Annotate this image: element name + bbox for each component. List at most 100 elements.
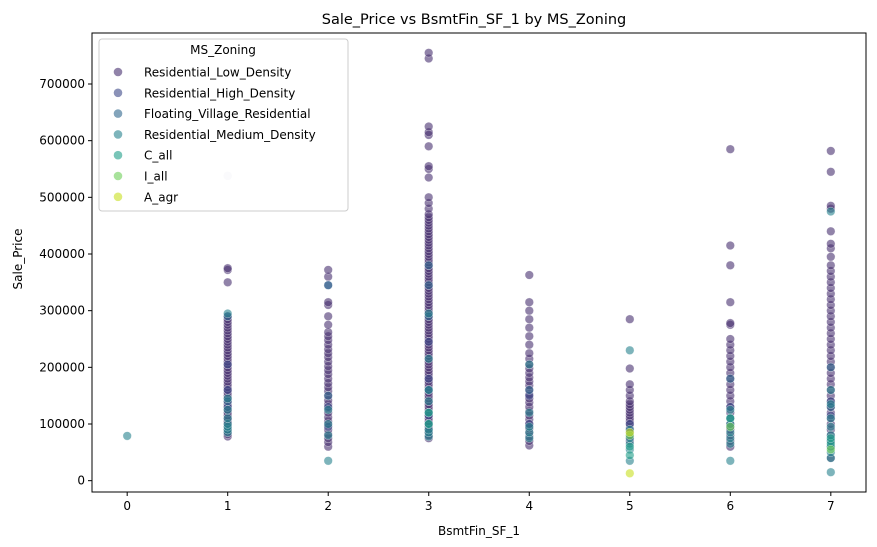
legend-label: A_agr [144,190,178,204]
legend: MS_Zoning Residential_Low_Density Resident… [98,38,349,212]
data-point [524,348,534,358]
x-tick-label: 1 [224,499,232,513]
data-point [826,433,836,443]
data-point [826,260,836,270]
x-tick-label: 3 [425,499,433,513]
data-point [424,260,434,270]
data-point [625,468,635,478]
legend-box [98,38,349,212]
data-point [424,161,434,171]
data-point [323,297,333,307]
data-point [223,277,233,287]
legend-marker [113,109,123,118]
data-point [424,354,434,364]
plot-frame [91,32,867,493]
data-point [625,427,635,438]
plot-area [122,48,836,478]
y-tick-label: 200000 [39,360,85,374]
data-point [725,144,735,154]
data-point [826,252,836,262]
data-point [524,323,534,333]
data-point [323,320,333,330]
data-point [323,456,333,466]
x-tick-label: 6 [726,499,734,513]
data-point [826,422,836,432]
y-tick-label: 700000 [39,77,85,91]
data-point [524,306,534,316]
legend-title: MS_Zoning [190,43,256,57]
data-point [826,413,836,423]
data-point [625,379,635,389]
legend-marker [113,171,123,181]
data-point [826,385,836,395]
data-point [323,280,333,290]
data-point [826,362,836,372]
data-point [725,405,735,415]
data-point [725,240,735,251]
data-point [223,263,233,273]
data-point [826,239,836,249]
data-point [625,314,635,324]
axes: 0 1 2 3 4 5 6 7 0 100000 200000 300000 400000 500000 6… [39,32,867,513]
data-point [424,172,434,183]
series-c-all [424,408,836,460]
data-point [424,121,434,132]
legend-marker [113,192,123,202]
data-point [424,408,434,418]
data-point [223,405,233,415]
series-a-agr [625,427,635,478]
data-point [524,314,534,324]
data-point [725,318,735,328]
data-point [625,363,635,374]
data-point [424,374,434,384]
y-tick-label: 300000 [39,304,85,318]
data-point [826,399,836,409]
x-tick-label: 7 [827,499,835,513]
data-point [625,442,635,452]
legend-marker [113,150,123,160]
data-point [424,337,434,347]
y-tick-label: 600000 [39,134,85,148]
y-tick-label: 100000 [39,417,85,431]
legend-label: Residential_Low_Density [144,66,291,80]
data-point [223,393,233,404]
data-point [424,385,434,395]
x-tick-label: 0 [123,499,131,513]
data-point [524,408,534,418]
data-point [223,385,233,395]
data-point [826,206,836,217]
data-point [524,331,534,341]
data-point [625,450,635,460]
data-point [524,359,534,370]
x-tick-label: 5 [626,499,634,513]
legend-label: Residential_Medium_Density [144,128,316,142]
data-point [725,334,735,344]
legend-marker [113,67,123,77]
data-point [725,374,735,384]
data-point [725,422,735,432]
data-point [424,48,434,58]
data-point [323,391,333,401]
data-point [725,260,735,270]
data-point [323,430,333,440]
data-point [826,226,836,236]
y-tick-label: 500000 [39,190,85,204]
x-axis-label: BsmtFin_SF_1 [438,524,520,538]
x-tick-label: 4 [525,499,533,513]
data-point [424,192,434,202]
data-point [223,359,233,370]
data-point [725,413,735,423]
data-point [524,385,534,395]
legend-label: Floating_Village_Residential [144,107,311,121]
data-point [524,340,534,350]
chart-title: Sale_Price vs BsmtFin_SF_1 by MS_Zoning [322,12,627,28]
data-point [524,270,534,280]
data-point [725,456,735,466]
data-point [424,141,434,151]
legend-label: C_all [144,149,172,163]
data-point [625,345,635,355]
data-point [826,467,836,477]
data-point [424,396,434,406]
y-tick-label: 400000 [39,247,85,261]
